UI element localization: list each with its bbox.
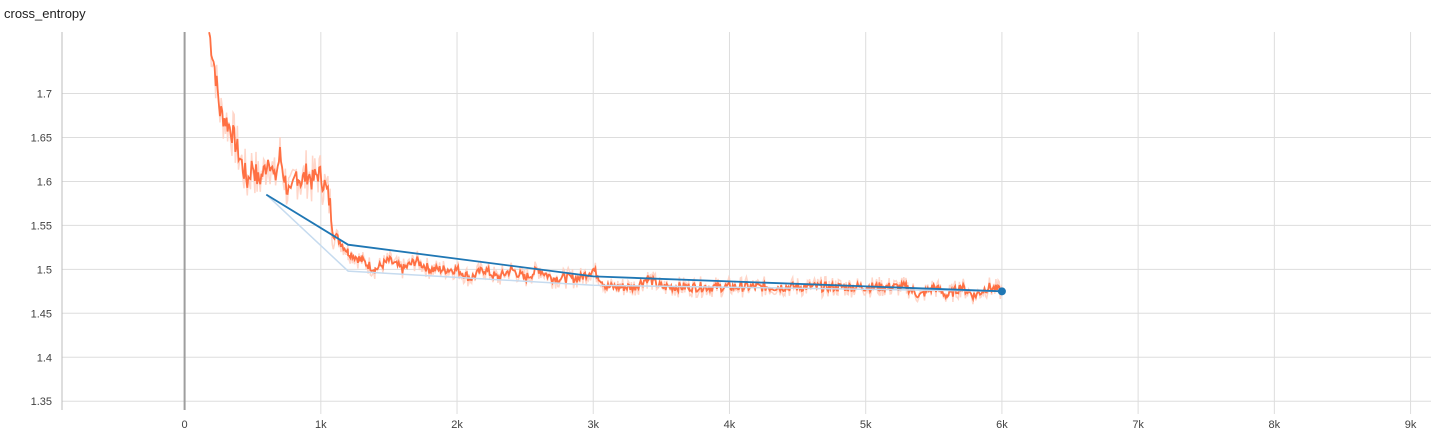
series-blue-line — [265, 193, 1002, 293]
x-tick-label: 8k — [1269, 419, 1281, 430]
x-tick-label: 5k — [860, 419, 872, 430]
grid-lines — [62, 32, 1431, 414]
x-tick-label: 0 — [182, 419, 188, 430]
series-layer — [208, 32, 1006, 305]
tick-labels: 1.35 1.4 1.45 1.5 1.55 1.6 1.65 1.7 0 1k 2k 3k 4k 5k 6… — [31, 89, 1417, 430]
x-tick-label: 7k — [1132, 419, 1144, 430]
series-orange-raw-line — [208, 32, 1003, 305]
axis-lines — [61, 32, 186, 410]
x-tick-label: 1k — [315, 419, 327, 430]
y-tick-label: 1.7 — [37, 89, 52, 101]
series-orange-line — [208, 32, 1003, 303]
x-tick-label: 3k — [587, 419, 599, 430]
x-tick-label: 2k — [451, 419, 463, 430]
x-tick-label: 9k — [1405, 419, 1417, 430]
x-tick-label: 4k — [724, 419, 736, 430]
y-tick-label: 1.45 — [31, 308, 52, 320]
y-tick-label: 1.35 — [31, 396, 52, 408]
y-tick-label: 1.5 — [37, 264, 52, 276]
y-tick-label: 1.6 — [37, 176, 52, 188]
chart-title: cross_entropy — [4, 6, 86, 21]
y-tick-label: 1.4 — [37, 352, 52, 364]
x-tick-label: 6k — [996, 419, 1008, 430]
y-tick-label: 1.65 — [31, 132, 52, 144]
series-blue-raw-line — [265, 194, 1002, 293]
series-blue-point — [997, 287, 1006, 296]
y-tick-label: 1.55 — [31, 220, 52, 232]
